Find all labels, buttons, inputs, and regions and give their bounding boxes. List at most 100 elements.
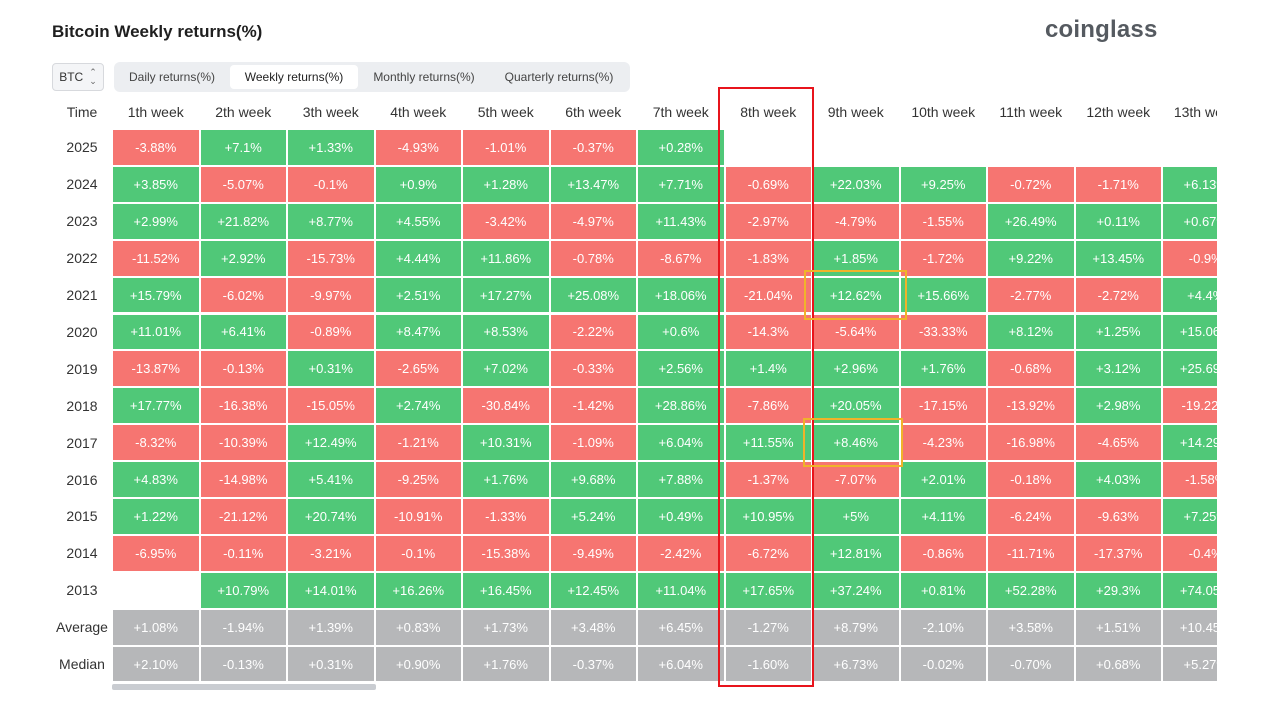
return-cell: -16.98% xyxy=(988,425,1074,461)
column-header: 6th week xyxy=(565,103,622,120)
summary-cell: +5.27% xyxy=(1163,646,1217,682)
return-cell: -14.3% xyxy=(725,314,811,350)
return-cell: +25.08% xyxy=(550,277,636,313)
return-cell: -1.09% xyxy=(550,425,636,461)
return-cell: +29.3% xyxy=(1075,572,1161,608)
return-cell: +8.46% xyxy=(813,425,899,461)
return-cell: -8.67% xyxy=(638,240,724,276)
return-cell: +4.4% xyxy=(1163,277,1217,313)
return-cell: +5.24% xyxy=(550,499,636,534)
return-cell: +12.62% xyxy=(813,277,899,313)
return-cell: +17.65% xyxy=(725,572,811,608)
summary-cell: +10.45% xyxy=(1163,609,1217,645)
return-cell: -3.42% xyxy=(463,203,549,239)
return-cell: -0.13% xyxy=(200,351,286,387)
column-header: 3th week xyxy=(302,103,359,120)
return-cell: +37.24% xyxy=(813,572,899,608)
return-cell: +7.71% xyxy=(638,166,724,202)
return-cell: -30.84% xyxy=(463,388,549,424)
return-cell: +20.05% xyxy=(813,388,899,424)
return-cell: +18.06% xyxy=(638,277,724,313)
year-row-label: 2024 xyxy=(66,176,98,193)
return-cell: -10.39% xyxy=(200,425,286,461)
return-cell: +10.79% xyxy=(200,572,286,608)
return-cell: +15.79% xyxy=(113,277,199,313)
return-cell: +0.9% xyxy=(375,166,461,202)
return-cell: -6.24% xyxy=(988,499,1074,534)
return-cell: -4.93% xyxy=(375,130,461,165)
horizontal-scrollbar[interactable] xyxy=(112,684,1217,690)
summary-cell: +0.31% xyxy=(288,646,374,682)
return-cell: -14.98% xyxy=(200,462,286,497)
summary-cell: +6.45% xyxy=(638,609,724,645)
summary-cell: +6.04% xyxy=(638,646,724,682)
return-cell: -0.1% xyxy=(288,166,374,202)
return-cell: +8.47% xyxy=(375,314,461,350)
return-cell: -4.23% xyxy=(900,425,986,461)
summary-row-label: Average xyxy=(56,619,108,636)
return-cell: +1.85% xyxy=(813,240,899,276)
return-cell: +20.74% xyxy=(288,499,374,534)
return-cell: +1.22% xyxy=(113,499,199,534)
return-cell: +13.45% xyxy=(1075,240,1161,276)
return-cell: -0.37% xyxy=(550,130,636,165)
tab-monthly-returns[interactable]: Monthly returns(%) xyxy=(373,70,475,84)
return-cell: +1.76% xyxy=(463,462,549,497)
return-cell: -19.22% xyxy=(1163,388,1217,424)
page-title: Bitcoin Weekly returns(%) xyxy=(52,22,263,41)
year-row-label: 2021 xyxy=(66,287,98,304)
return-cell: +2.51% xyxy=(375,277,461,313)
return-cell: +2.56% xyxy=(638,351,724,387)
return-cell: +0.67% xyxy=(1163,203,1217,239)
return-cell: -3.88% xyxy=(113,130,199,165)
return-cell: +3.85% xyxy=(113,166,199,202)
summary-cell: +6.73% xyxy=(813,646,899,682)
return-cell: +11.04% xyxy=(638,572,724,608)
scrollbar-thumb[interactable] xyxy=(112,684,376,690)
return-cell: -13.87% xyxy=(113,351,199,387)
summary-cell: -2.10% xyxy=(900,609,986,645)
return-cell: -10.91% xyxy=(375,499,461,534)
return-cell: -1.71% xyxy=(1075,166,1161,202)
return-cell: +5% xyxy=(813,499,899,534)
summary-cell: +0.68% xyxy=(1075,646,1161,682)
asset-select[interactable]: BTC ⌃ ⌄ xyxy=(52,63,104,91)
return-cell: +2.96% xyxy=(813,351,899,387)
year-row-label: 2014 xyxy=(66,545,98,562)
return-cell: +4.03% xyxy=(1075,462,1161,497)
return-cell: +4.83% xyxy=(113,462,199,497)
return-cell: -6.02% xyxy=(200,277,286,313)
summary-cell: +0.83% xyxy=(375,609,461,645)
column-header: 10th week xyxy=(911,103,976,120)
return-cell: -1.42% xyxy=(550,388,636,424)
tab-quarterly-returns[interactable]: Quarterly returns(%) xyxy=(504,70,614,84)
return-cell: +4.11% xyxy=(900,499,986,534)
column-header: 1th week xyxy=(127,103,184,120)
return-cell: +9.22% xyxy=(988,240,1074,276)
return-cell: +11.43% xyxy=(638,203,724,239)
return-cell: +10.95% xyxy=(725,499,811,534)
return-cell: -1.55% xyxy=(900,203,986,239)
return-cell: -4.97% xyxy=(550,203,636,239)
return-cell: +7.88% xyxy=(638,462,724,497)
return-cell: -2.97% xyxy=(725,203,811,239)
return-cell: -2.72% xyxy=(1075,277,1161,313)
column-header: 11th week xyxy=(999,103,1063,120)
return-cell: -6.95% xyxy=(113,535,199,571)
column-header: 5th week xyxy=(477,103,534,120)
tab-weekly-returns[interactable]: Weekly returns(%) xyxy=(230,65,358,89)
column-header: 7th week xyxy=(652,103,709,120)
return-cell: +1.28% xyxy=(463,166,549,202)
column-header: 13th week xyxy=(1173,103,1217,120)
return-cell: -15.73% xyxy=(288,240,374,276)
return-cell: +8.53% xyxy=(463,314,549,350)
return-cell: +25.69% xyxy=(1163,351,1217,387)
return-cell: +7.25% xyxy=(1163,499,1217,534)
return-cell: +11.01% xyxy=(113,314,199,350)
return-cell: -17.37% xyxy=(1075,535,1161,571)
tab-daily-returns[interactable]: Daily returns(%) xyxy=(128,70,215,84)
year-row-label: 2015 xyxy=(66,508,98,525)
summary-cell: -0.70% xyxy=(988,646,1074,682)
year-row-label: 2013 xyxy=(66,582,98,599)
return-cell: +6.04% xyxy=(638,425,724,461)
